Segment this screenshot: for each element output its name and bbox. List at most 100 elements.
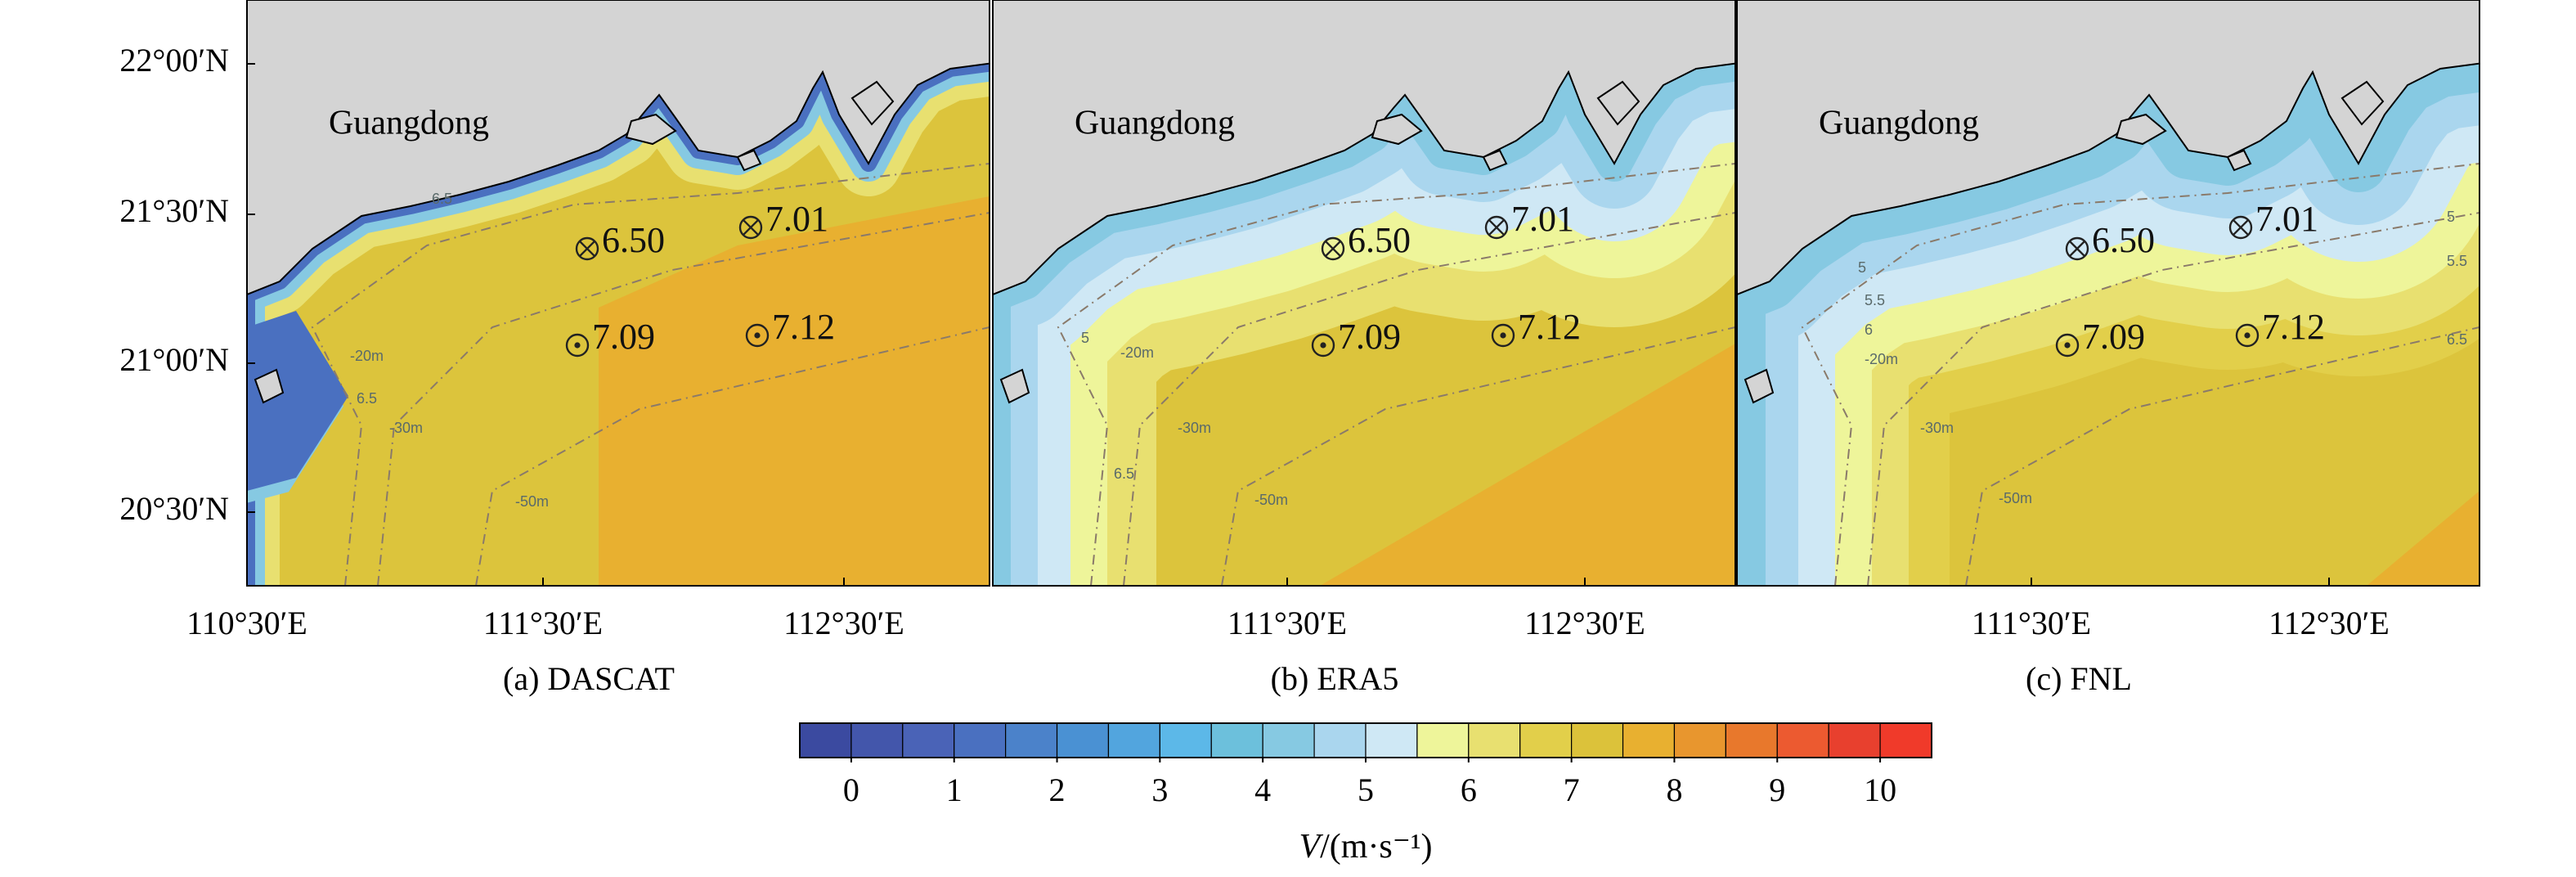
x-tick-label: 112°30′E: [1524, 605, 1645, 641]
colorbar-cell: [1159, 722, 1212, 758]
island: [1482, 149, 1508, 172]
island: [850, 80, 895, 126]
contour-label: -20m: [1120, 344, 1154, 361]
x-tick-label: 111°30′E: [483, 605, 603, 641]
colorbar-cell: [1828, 722, 1881, 758]
colorbar-cell: [1416, 722, 1470, 758]
island: [2226, 149, 2252, 172]
colorbar-label: V/(m·s⁻¹): [1299, 828, 1432, 866]
station-dot: [574, 342, 581, 349]
map-panel: Guangdong 5 5.5 6 -20m -30m -50m 5 5.5 6.5 6.50 7.0…: [1736, 0, 2480, 697]
island: [625, 113, 677, 146]
x-tick-label: 112°30′E: [2269, 605, 2390, 641]
colorbar-cell: [850, 722, 904, 758]
colorbar-cell: [1673, 722, 1726, 758]
contour-label: 5: [2447, 209, 2455, 225]
colorbar-cell: [1005, 722, 1058, 758]
contour-label: -50m: [1254, 492, 1288, 508]
colorbar-tick-label: 1: [946, 771, 963, 808]
colorbar-cell: [1519, 722, 1573, 758]
station-marker: [2228, 215, 2253, 240]
contour-label: -30m: [1178, 420, 1211, 436]
station-value: 6.50: [602, 220, 665, 260]
contour-label: 5: [1081, 330, 1089, 346]
colorbar-cell: [1725, 722, 1778, 758]
depth-contour: [1057, 163, 1735, 586]
contour-label: 6.5: [2447, 331, 2467, 348]
station-value: 7.12: [772, 307, 835, 347]
map-panel: Guangdong 5 -20m -30m 6.5 -50m 6.50 7.01 7.09 7.1…: [992, 0, 1736, 697]
panel-frame: [246, 0, 990, 587]
panel-title: (a) DASCAT: [503, 660, 675, 697]
station-dot: [1320, 342, 1326, 349]
colorbar-cell: [1622, 722, 1676, 758]
station-cross: [578, 240, 596, 258]
depth-contour: [377, 212, 990, 586]
colorbar-cell: [799, 722, 852, 758]
contour-label: -50m: [1999, 490, 2032, 506]
field-region: [1320, 344, 1735, 586]
map-field: [247, 0, 990, 586]
island: [736, 149, 762, 172]
station-value: 7.01: [1511, 199, 1574, 239]
field-region: [2367, 491, 2480, 586]
colorbar-tick-label: 10: [1864, 771, 1896, 808]
x-tick-label: 110°30′E: [186, 605, 307, 641]
station-marker: [575, 236, 599, 261]
station-marker: [1311, 333, 1335, 358]
station-value: 7.12: [2262, 307, 2325, 347]
colorbar-cell: [954, 722, 1007, 758]
colorbar-cell: [1262, 722, 1315, 758]
colorbar-cell: [1468, 722, 1521, 758]
panel-title: (c) FNL: [2026, 660, 2132, 697]
island: [1371, 113, 1423, 146]
colorbar-tick-label: 5: [1358, 771, 1374, 808]
colorbar-cell: [1571, 722, 1624, 758]
colorbar-unit: /(m·s⁻¹): [1320, 828, 1432, 866]
y-tick-label: 22°00′N: [119, 42, 229, 79]
contour-label: -30m: [389, 420, 423, 436]
colorbar-cell: [1056, 722, 1110, 758]
island: [1744, 368, 1775, 404]
colorbar-cell: [1107, 722, 1160, 758]
contour-label: -50m: [515, 493, 549, 510]
land: [1737, 0, 2480, 295]
field-region: [247, 311, 348, 491]
depth-contour: [1867, 212, 2480, 586]
depth-contour: [1221, 326, 1735, 586]
depth-contour: [1801, 163, 2480, 586]
contour-label: 6.5: [357, 390, 377, 407]
land-label: Guangdong: [1075, 105, 1235, 142]
station-marker: [2055, 333, 2080, 358]
depth-contour: [1123, 212, 1735, 586]
colorbar-symbol: V: [1299, 828, 1323, 866]
station-cross: [1488, 218, 1506, 236]
panel-title: (b) ERA5: [1271, 660, 1399, 697]
station-value: 6.50: [1348, 220, 1411, 260]
station-marker: [1321, 236, 1345, 261]
field-region: [599, 196, 990, 586]
y-tick-label: 21°30′N: [119, 192, 229, 229]
contour-label: -20m: [1865, 351, 1898, 367]
station-cross: [2068, 240, 2086, 258]
station-dot: [754, 332, 761, 339]
island: [2115, 113, 2167, 146]
station-value: 7.01: [765, 199, 828, 239]
island: [999, 368, 1030, 404]
colorbar-tick-label: 7: [1564, 771, 1580, 808]
depth-contour: [1965, 326, 2480, 586]
colorbar-tick-label: 8: [1666, 771, 1682, 808]
station-value: 7.09: [592, 317, 655, 357]
station-value: 7.01: [2255, 199, 2318, 239]
land: [993, 0, 1735, 295]
x-tick-label: 111°30′E: [1227, 605, 1347, 641]
contour-label: 5: [1858, 259, 1866, 276]
panel-frame: [992, 0, 1736, 587]
station-dot: [2064, 342, 2071, 349]
station-dot: [1500, 332, 1506, 339]
station-cross: [742, 218, 760, 236]
station-marker: [1484, 215, 1509, 240]
station-value: 7.09: [1338, 317, 1401, 357]
colorbar-cell: [1313, 722, 1367, 758]
